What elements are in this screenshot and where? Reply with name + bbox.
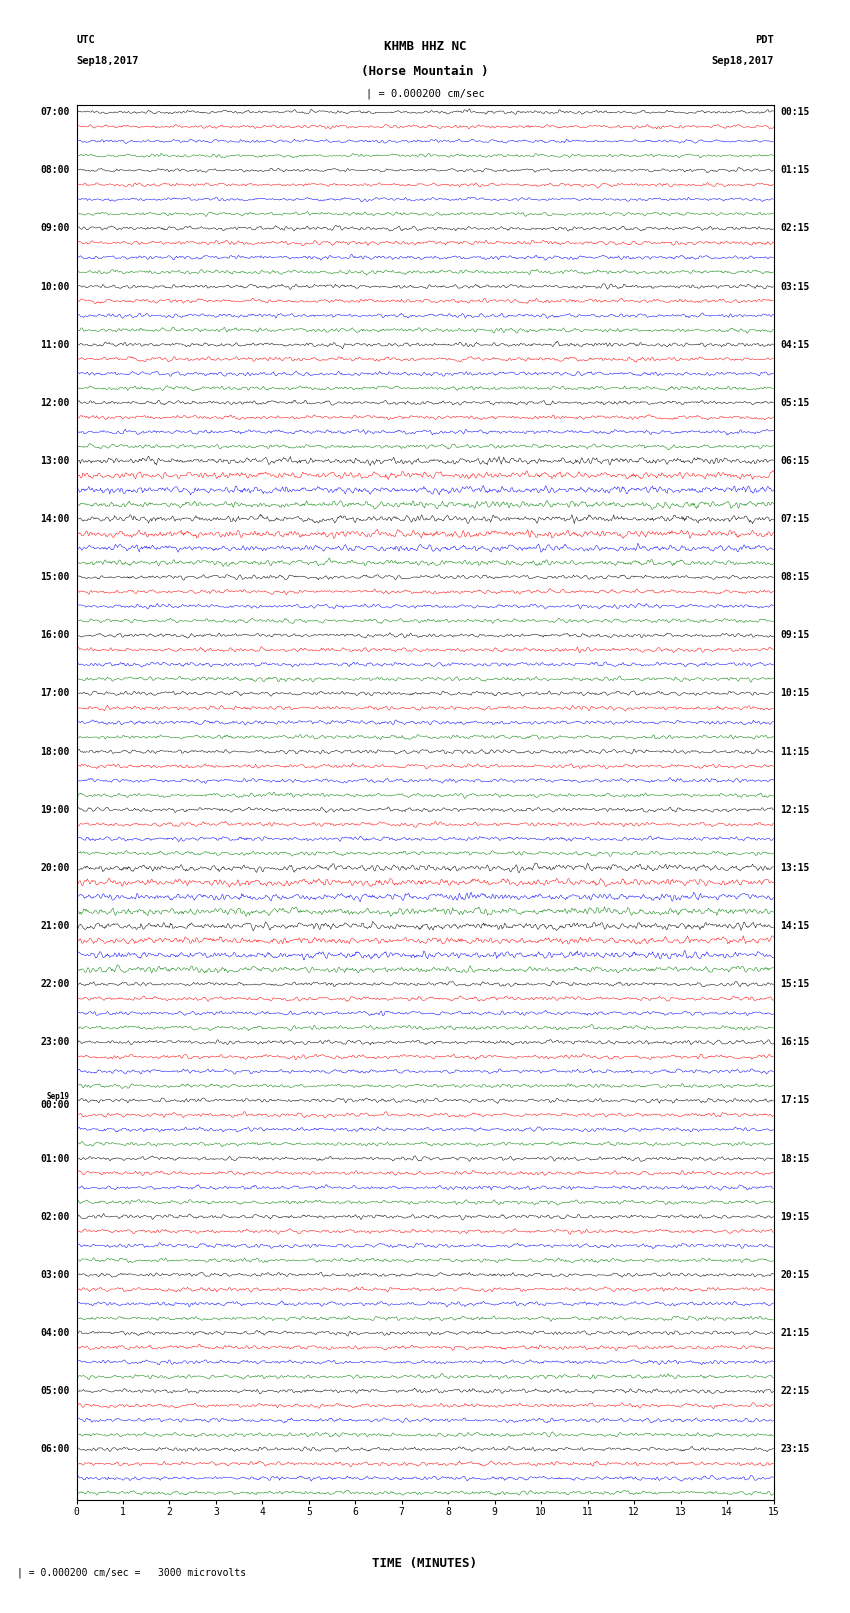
Text: 03:15: 03:15: [780, 282, 810, 292]
Text: 15:00: 15:00: [40, 573, 70, 582]
Text: 15:15: 15:15: [780, 979, 810, 989]
Text: 16:00: 16:00: [40, 631, 70, 640]
Text: 04:15: 04:15: [780, 340, 810, 350]
Text: 12:15: 12:15: [780, 805, 810, 815]
Text: 13:15: 13:15: [780, 863, 810, 873]
Text: 22:15: 22:15: [780, 1386, 810, 1397]
Text: 12:00: 12:00: [40, 398, 70, 408]
Text: 18:00: 18:00: [40, 747, 70, 756]
Text: TIME (MINUTES): TIME (MINUTES): [372, 1557, 478, 1569]
Text: 14:00: 14:00: [40, 515, 70, 524]
Text: 06:15: 06:15: [780, 456, 810, 466]
Text: 11:00: 11:00: [40, 340, 70, 350]
Text: (Horse Mountain ): (Horse Mountain ): [361, 65, 489, 77]
Text: | = 0.000200 cm/sec: | = 0.000200 cm/sec: [366, 89, 484, 100]
Text: 18:15: 18:15: [780, 1153, 810, 1163]
Text: 08:15: 08:15: [780, 573, 810, 582]
Text: 07:15: 07:15: [780, 515, 810, 524]
Text: 23:15: 23:15: [780, 1444, 810, 1455]
Text: 11:15: 11:15: [780, 747, 810, 756]
Text: UTC: UTC: [76, 35, 95, 45]
Text: Sep19: Sep19: [47, 1092, 70, 1100]
Text: 01:15: 01:15: [780, 165, 810, 176]
Text: 20:00: 20:00: [40, 863, 70, 873]
Text: 14:15: 14:15: [780, 921, 810, 931]
Text: Sep18,2017: Sep18,2017: [76, 56, 139, 66]
Text: 07:00: 07:00: [40, 106, 70, 118]
Text: 22:00: 22:00: [40, 979, 70, 989]
Text: 21:15: 21:15: [780, 1327, 810, 1337]
Text: 05:15: 05:15: [780, 398, 810, 408]
Text: 20:15: 20:15: [780, 1269, 810, 1279]
Text: 13:00: 13:00: [40, 456, 70, 466]
Text: 02:00: 02:00: [40, 1211, 70, 1221]
Text: 21:00: 21:00: [40, 921, 70, 931]
Text: 17:00: 17:00: [40, 689, 70, 698]
Text: 17:15: 17:15: [780, 1095, 810, 1105]
Text: 19:00: 19:00: [40, 805, 70, 815]
Text: 10:15: 10:15: [780, 689, 810, 698]
Text: 09:15: 09:15: [780, 631, 810, 640]
Text: KHMB HHZ NC: KHMB HHZ NC: [383, 40, 467, 53]
Text: | = 0.000200 cm/sec =   3000 microvolts: | = 0.000200 cm/sec = 3000 microvolts: [17, 1566, 246, 1578]
Text: 03:00: 03:00: [40, 1269, 70, 1279]
Text: 19:15: 19:15: [780, 1211, 810, 1221]
Text: PDT: PDT: [755, 35, 774, 45]
Text: 06:00: 06:00: [40, 1444, 70, 1455]
Text: 10:00: 10:00: [40, 282, 70, 292]
Text: 16:15: 16:15: [780, 1037, 810, 1047]
Text: Sep18,2017: Sep18,2017: [711, 56, 774, 66]
Text: 00:00: 00:00: [40, 1100, 70, 1110]
Text: 00:15: 00:15: [780, 106, 810, 118]
Text: 09:00: 09:00: [40, 223, 70, 234]
Text: 23:00: 23:00: [40, 1037, 70, 1047]
Text: 04:00: 04:00: [40, 1327, 70, 1337]
Text: 08:00: 08:00: [40, 165, 70, 176]
Text: 01:00: 01:00: [40, 1153, 70, 1163]
Text: 02:15: 02:15: [780, 223, 810, 234]
Text: 05:00: 05:00: [40, 1386, 70, 1397]
